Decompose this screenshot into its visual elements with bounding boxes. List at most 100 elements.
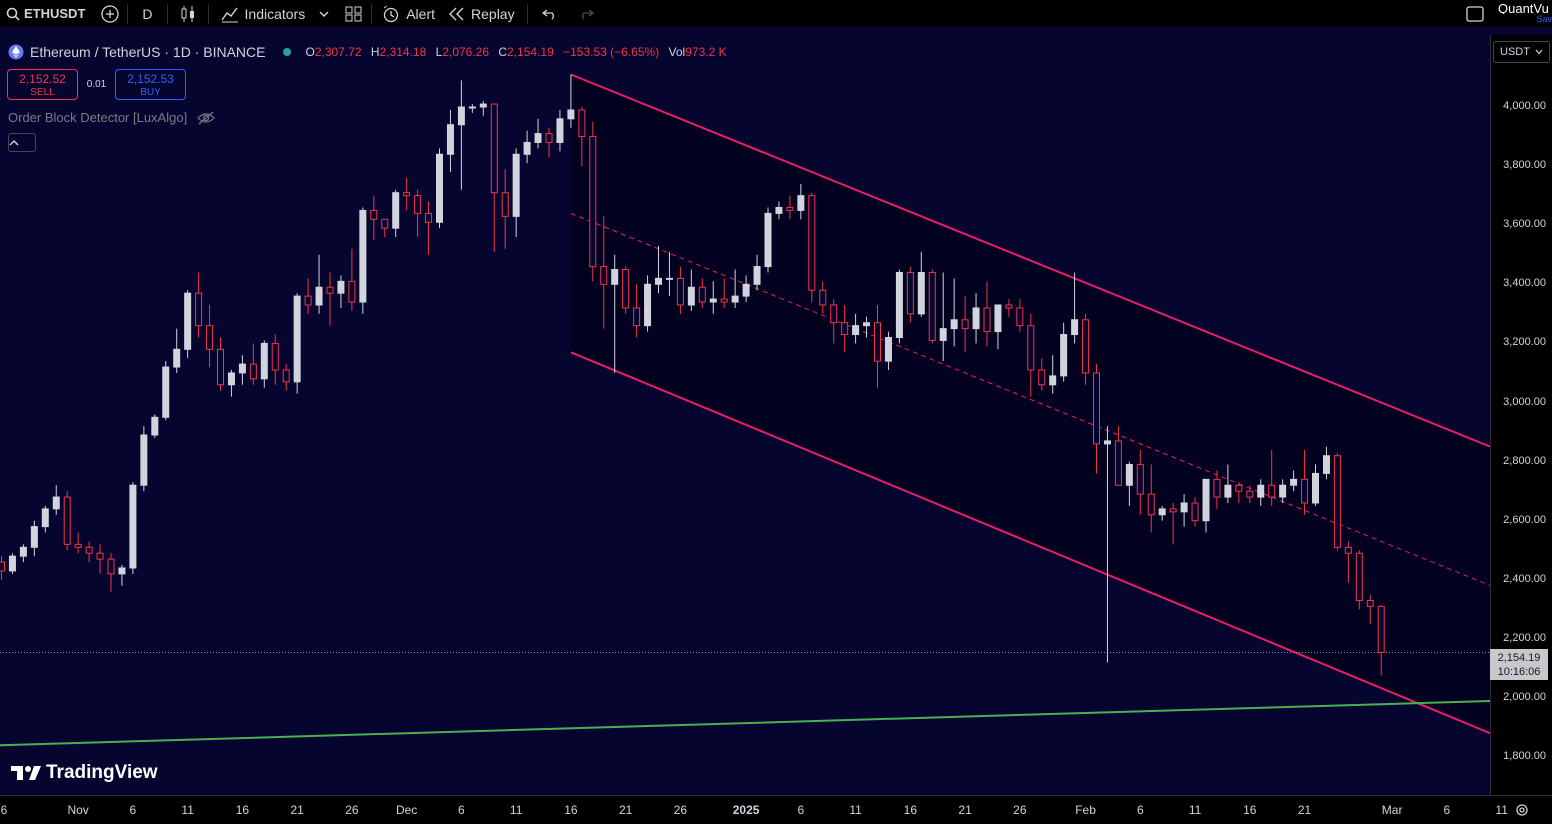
layout-name: QuantVu <box>1498 2 1549 14</box>
candle-body <box>446 124 454 155</box>
close-label: C <box>498 45 508 59</box>
candle-body <box>304 295 312 306</box>
candle-body <box>1060 334 1068 377</box>
candle-body <box>1191 502 1199 522</box>
candle-body <box>1344 546 1352 554</box>
time-axis-label: 21 <box>618 803 633 817</box>
redo-button[interactable] <box>572 0 600 27</box>
chevron-up-icon <box>9 140 19 146</box>
candle-body <box>315 286 323 306</box>
currency-selector[interactable]: USDT <box>1493 41 1550 63</box>
alarm-clock-icon <box>383 5 399 22</box>
ohlc-values: O2,307.72 H2,314.18 L2,076.26 C2,154.19 … <box>305 45 732 59</box>
time-axis[interactable]: 6 Nov 6 11 16 21 26 Dec 6 11 16 21 26 2025 6 11 16 21 26 Fe… <box>0 795 1552 824</box>
volume-value: 973.2 K <box>685 45 727 59</box>
candle-body <box>1224 484 1232 498</box>
candle-body <box>611 269 619 285</box>
alert-label: Alert <box>406 5 436 22</box>
fullscreen-button[interactable] <box>1466 5 1484 22</box>
channel-lower-line <box>570 351 1490 735</box>
candle-body <box>1038 369 1046 386</box>
candle-body <box>140 434 148 486</box>
candle-body <box>775 206 783 214</box>
symbol-name: ETHUSDT <box>24 6 86 21</box>
candle-body <box>797 195 805 211</box>
candle-body <box>370 209 378 220</box>
candle-body <box>195 292 203 327</box>
currency-label: USDT <box>1500 46 1530 58</box>
toolbar-divider <box>526 3 528 24</box>
candle-body <box>1169 508 1177 513</box>
candle-body <box>326 286 334 294</box>
price-axis-label: 3,000.00 <box>1503 395 1546 408</box>
indicator-legend-row[interactable]: Order Block Detector [LuxAlgo] <box>8 110 216 125</box>
candle-body <box>676 277 684 306</box>
candle-body <box>359 209 367 303</box>
low-value: 2,076.26 <box>442 45 490 59</box>
time-axis-label: Mar <box>1381 803 1403 817</box>
undo-button[interactable] <box>528 0 572 27</box>
candle-body <box>490 103 498 194</box>
layout-grid-icon <box>345 6 362 21</box>
candle-body <box>687 286 695 306</box>
candle-body <box>895 271 903 338</box>
candle-body <box>1071 319 1079 336</box>
candle-body <box>786 206 794 211</box>
candle-body <box>74 543 82 548</box>
candle-body <box>906 271 914 315</box>
replay-button[interactable]: Replay <box>445 0 527 27</box>
settings-icon[interactable] <box>1514 802 1530 818</box>
candle-body <box>96 552 104 560</box>
candle-body <box>512 153 520 217</box>
buy-button[interactable]: 2,152.53 BUY <box>115 69 186 100</box>
time-axis-label: 6 <box>129 803 137 817</box>
price-chart[interactable] <box>0 35 1490 795</box>
symbol-title: Ethereum / TetherUS · 1D · BINANCE <box>30 44 266 60</box>
time-axis-label: 21 <box>1297 803 1312 817</box>
price-axis-label: 3,600.00 <box>1503 218 1546 231</box>
logo-text: TradingView <box>46 762 158 783</box>
candle-body <box>709 298 717 303</box>
candle-body <box>698 286 706 303</box>
candle-body <box>1180 502 1188 513</box>
toolbar-divider <box>127 3 129 24</box>
indicators-button[interactable]: Indicators <box>209 0 338 27</box>
candle-body <box>1103 440 1111 445</box>
toolbar-right: QuantVu Sav <box>1466 0 1552 27</box>
symbol-search-button[interactable]: ETHUSDT <box>0 0 93 27</box>
candle-body <box>1125 464 1133 486</box>
current-price-label: 2,154.19 10:16:06 <box>1490 649 1548 680</box>
time-axis-label: 6 <box>458 803 465 817</box>
candle-body <box>8 555 16 572</box>
collapse-legend-button[interactable] <box>8 133 36 152</box>
interval-label: D <box>142 5 153 22</box>
time-axis-label: 11 <box>849 803 862 817</box>
price-axis-label: 1,800.00 <box>1503 750 1546 763</box>
candle-body <box>151 416 159 436</box>
chart-type-button[interactable] <box>168 0 208 27</box>
candle-body <box>665 277 673 280</box>
user-layout-menu[interactable]: QuantVu Sav <box>1498 3 1552 25</box>
eye-hidden-icon[interactable] <box>197 111 216 125</box>
open-label: O <box>305 45 315 59</box>
candle-body <box>1246 490 1254 498</box>
candle-body <box>271 342 279 371</box>
spread-value: 0.01 <box>86 79 107 90</box>
candle-body <box>238 363 246 374</box>
price-axis[interactable]: 4,000.00 3,800.00 3,600.00 3,400.00 3,200.00… <box>1490 35 1552 795</box>
candle-body <box>808 195 816 291</box>
tradingview-logo[interactable]: TradingView <box>10 762 158 784</box>
candle-body <box>30 526 38 548</box>
rewind-icon <box>449 7 464 20</box>
interval-button[interactable]: D <box>128 0 166 27</box>
alert-button[interactable]: Alert <box>372 0 445 27</box>
templates-button[interactable] <box>337 0 371 27</box>
candle-body <box>249 363 257 380</box>
chart-pane[interactable] <box>0 35 1490 795</box>
candle-body <box>742 283 750 297</box>
compare-symbol-button[interactable] <box>93 0 127 27</box>
sell-button[interactable]: 2,152.52 SELL <box>7 69 78 100</box>
open-value: 2,307.72 <box>314 45 362 59</box>
time-axis-label: 26 <box>673 803 688 817</box>
channel-upper-line <box>570 73 1490 448</box>
